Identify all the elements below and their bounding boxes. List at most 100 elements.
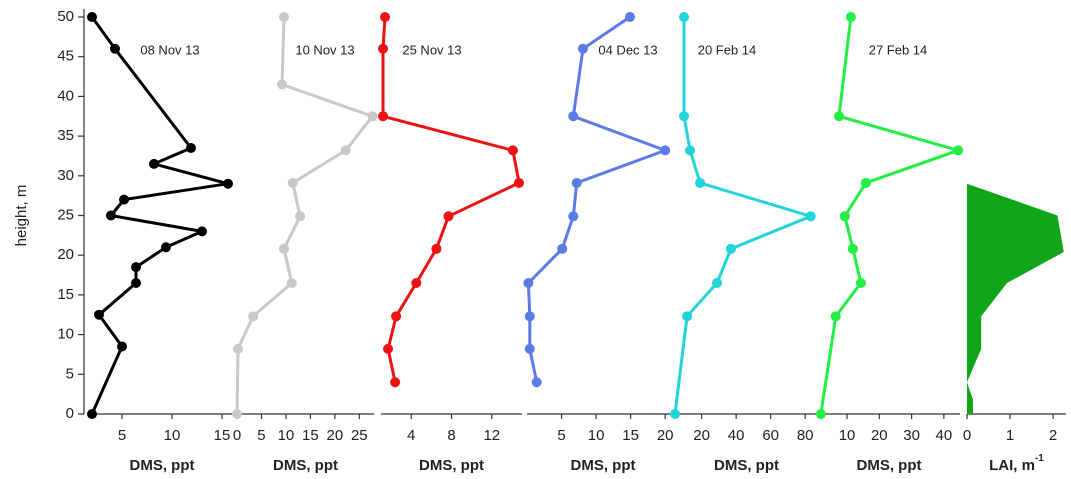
marker <box>711 277 722 288</box>
x-tick-label: 12 <box>483 427 500 444</box>
marker <box>685 145 696 156</box>
x-tick-label: 10 <box>164 427 181 444</box>
marker <box>119 194 129 205</box>
x-tick-label: 20 <box>327 427 344 444</box>
x-axis-label: DMS, ppt <box>419 457 484 474</box>
marker <box>295 211 306 222</box>
marker <box>805 211 816 222</box>
x-axis-label: DMS, ppt <box>571 457 636 474</box>
marker <box>443 211 454 222</box>
x-axis-label: DMS, ppt <box>273 457 338 474</box>
marker <box>383 343 394 354</box>
area <box>967 183 1064 414</box>
x-tick-label: 15 <box>214 427 231 444</box>
x-tick-label: 30 <box>903 427 920 444</box>
marker <box>278 243 289 254</box>
line <box>673 17 813 415</box>
marker <box>855 277 866 288</box>
marker <box>367 111 378 122</box>
y-tick-label: 25 <box>57 206 74 223</box>
marker <box>378 111 389 122</box>
x-tick-label: 1 <box>1006 427 1014 444</box>
x-tick-label: 15 <box>302 427 319 444</box>
marker <box>660 145 671 156</box>
marker <box>232 343 243 354</box>
marker <box>278 12 289 22</box>
x-axis-label-text: DMS, ppt <box>714 457 779 474</box>
x-tick-label: 20 <box>693 427 710 444</box>
marker <box>839 211 850 222</box>
marker <box>197 226 207 237</box>
marker <box>87 409 97 419</box>
marker <box>507 145 518 156</box>
marker <box>277 79 288 90</box>
panel-title: 10 Nov 13 <box>295 42 354 57</box>
marker <box>161 242 171 253</box>
marker <box>117 341 127 352</box>
marker <box>87 12 97 22</box>
marker <box>682 311 693 322</box>
x-tick-label: 15 <box>622 427 639 444</box>
marker <box>571 177 582 188</box>
marker <box>378 43 389 54</box>
marker <box>670 409 681 419</box>
panel-title: 04 Dec 13 <box>598 42 657 57</box>
marker <box>830 311 841 322</box>
marker <box>524 343 535 354</box>
x-axis-label-text: DMS, ppt <box>130 457 195 474</box>
marker <box>557 243 568 254</box>
marker <box>411 277 422 288</box>
marker <box>287 177 298 188</box>
marker <box>845 12 856 22</box>
y-tick-label: 0 <box>66 405 74 422</box>
marker <box>531 377 542 388</box>
marker <box>568 111 579 122</box>
x-tick-label: 5 <box>118 427 126 444</box>
marker <box>223 178 233 189</box>
x-tick-label: 25 <box>351 427 368 444</box>
panel-title: 20 Feb 14 <box>698 42 757 57</box>
x-axis-label-text: LAI, m <box>989 457 1035 474</box>
line <box>381 16 521 383</box>
y-tick-label: 20 <box>57 246 74 263</box>
x-tick-label: 20 <box>871 427 888 444</box>
x-axis-label-text: DMS, ppt <box>419 457 484 474</box>
marker <box>286 277 297 288</box>
marker <box>131 262 141 273</box>
y-tick-label: 15 <box>57 286 74 303</box>
x-tick-label: 4 <box>407 427 415 444</box>
x-axis-label: LAI, m-1 <box>989 453 1044 474</box>
marker <box>431 243 442 254</box>
marker <box>577 43 588 54</box>
x-axis-label: DMS, ppt <box>857 457 922 474</box>
x-tick-label: 10 <box>839 427 856 444</box>
marker <box>391 311 402 322</box>
marker <box>106 210 116 221</box>
line <box>90 16 230 415</box>
x-tick-label: 10 <box>278 427 295 444</box>
y-tick-label: 40 <box>57 87 74 104</box>
marker <box>149 158 159 169</box>
marker <box>568 211 579 222</box>
marker <box>186 143 196 154</box>
marker <box>131 277 141 288</box>
x-axis-label-text: DMS, ppt <box>857 457 922 474</box>
panel-title: 08 Nov 13 <box>140 42 199 57</box>
marker <box>380 12 391 22</box>
marker <box>94 309 104 320</box>
x-tick-label: 40 <box>936 427 953 444</box>
y-tick-label: 50 <box>57 8 74 25</box>
x-tick-label: 5 <box>257 427 265 444</box>
y-tick-label: 10 <box>57 326 74 343</box>
marker <box>847 243 858 254</box>
x-tick-label: 80 <box>797 427 814 444</box>
marker <box>624 12 635 22</box>
y-tick-label: 35 <box>57 127 74 144</box>
marker <box>860 177 871 188</box>
x-tick-label: 8 <box>447 427 455 444</box>
x-tick-label: 20 <box>657 427 674 444</box>
y-axis-label: height, m <box>13 185 30 247</box>
marker <box>340 145 351 156</box>
x-axis-label-text: DMS, ppt <box>571 457 636 474</box>
